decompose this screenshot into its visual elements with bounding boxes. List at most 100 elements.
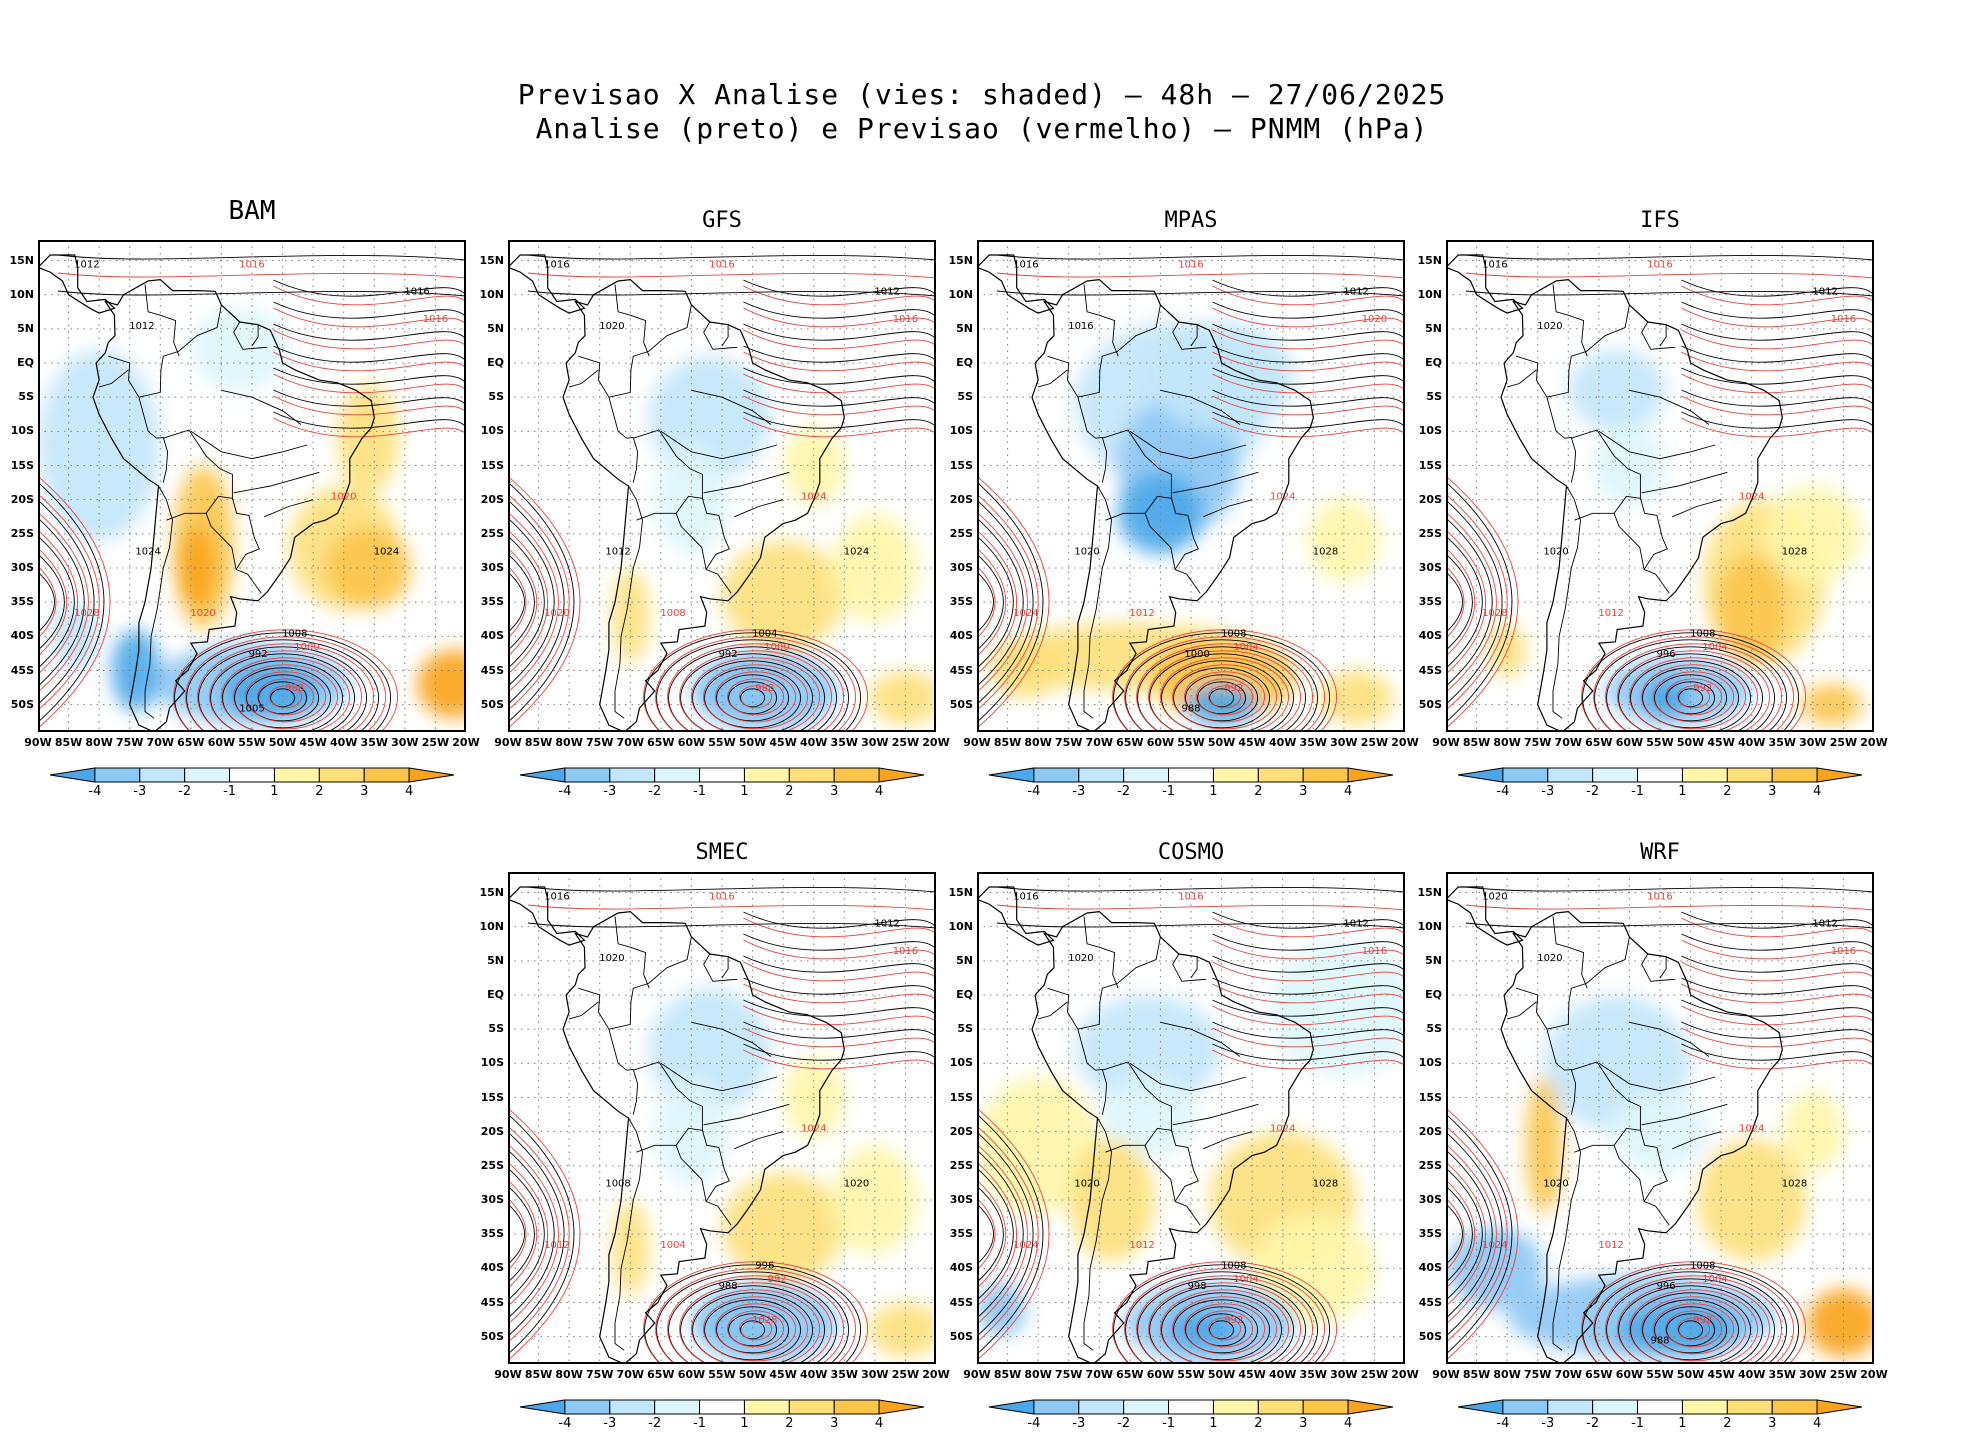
- isobar-label: 1008: [1221, 628, 1246, 639]
- colorbar-swatch: [654, 1399, 701, 1415]
- colorbar-swatch: [699, 1399, 745, 1415]
- isobar-label: 1028: [1313, 1178, 1338, 1189]
- colorbar-label: -4: [1496, 1416, 1510, 1431]
- lon-tick-label: 55W: [1177, 736, 1205, 749]
- lat-tick-label: 50S: [10, 697, 34, 711]
- isobar-label: 1012: [544, 1240, 569, 1251]
- lon-tick-label: 85W: [993, 1368, 1022, 1381]
- lon-tick-label: 90W: [1432, 1368, 1460, 1381]
- colorbar-label: 3: [1299, 1416, 1308, 1431]
- isobar-label: 1020: [1537, 953, 1562, 964]
- isobars: [508, 886, 936, 1364]
- colorbar-label: -2: [178, 784, 192, 799]
- isobar-label: 1012: [1598, 1240, 1623, 1251]
- isobar-label: 988: [285, 683, 304, 694]
- isobar-label: 1008: [1221, 1260, 1246, 1271]
- lat-tick-label: 40S: [10, 629, 34, 643]
- lon-tick-label: 50W: [1676, 736, 1705, 749]
- isobar-label: 1020: [190, 608, 215, 619]
- isobar-label: 1000: [764, 642, 789, 653]
- isobar-label: 1020: [1543, 546, 1568, 557]
- isobar-label: 1016: [404, 287, 429, 298]
- coastlines: [508, 254, 845, 732]
- isobar-label: 988: [755, 683, 774, 694]
- lat-tick-label: 35S: [1418, 1227, 1442, 1241]
- lat-tick-label: 25S: [10, 526, 34, 540]
- lat-tick-label: 50S: [949, 1329, 973, 1343]
- isobar-label: 1004: [1702, 642, 1727, 653]
- isobar-label: 1004: [1233, 642, 1258, 653]
- isobar-label: 1020: [331, 492, 356, 503]
- lat-tick-label: 35S: [480, 595, 504, 609]
- lon-tick-label: 50W: [268, 736, 297, 749]
- lon-tick-label: 55W: [238, 736, 266, 749]
- colorbar-label: -2: [648, 784, 662, 799]
- lat-tick-label: 30S: [949, 1193, 973, 1206]
- isobar-label: 1024: [1739, 492, 1764, 503]
- lon-tick-label: 50W: [1676, 1368, 1705, 1381]
- panel-title: BAM: [228, 196, 276, 226]
- isobar-label: 1004: [1702, 1274, 1727, 1285]
- isobar-label: 1024: [135, 546, 160, 557]
- colorbar-label: -1: [1631, 784, 1645, 799]
- isobar-label: 1016: [893, 946, 918, 957]
- lat-tick-label: 45S: [1418, 1295, 1442, 1309]
- colorbar-swatch: [988, 1399, 1035, 1415]
- isobar-label: 1024: [1482, 1240, 1507, 1251]
- colorbar-label: -1: [1162, 784, 1176, 799]
- isobar-label: 1012: [1343, 287, 1368, 298]
- lat-tick-label: 35S: [1418, 595, 1442, 609]
- isobar-label: 1008: [1690, 628, 1715, 639]
- isobar-label: 1020: [1362, 314, 1387, 325]
- isobar-label: 1024: [1013, 608, 1038, 619]
- colorbar-label: 2: [315, 784, 324, 799]
- lat-tick-label: 50S: [1418, 1329, 1442, 1343]
- isobar-label: 1020: [844, 1178, 869, 1189]
- lat-tick-label: 5N: [17, 321, 34, 335]
- isobar-label: 996: [1657, 1281, 1676, 1292]
- colorbar-swatch: [609, 767, 656, 783]
- lon-tick-label: 65W: [1585, 1368, 1613, 1381]
- lon-tick-label: 70W: [1554, 1368, 1582, 1381]
- colorbar: [988, 1399, 1394, 1415]
- lon-tick-label: 35W: [830, 736, 858, 749]
- colorbar-swatch: [1078, 767, 1125, 783]
- colorbar-label: -3: [1541, 1416, 1555, 1431]
- colorbar-swatch: [1726, 1399, 1773, 1415]
- lon-tick-label: 70W: [616, 1368, 644, 1381]
- colorbar-swatch: [1726, 767, 1773, 783]
- isobar-label: 1016: [1362, 946, 1387, 957]
- lon-tick-label: 60W: [677, 736, 706, 749]
- lon-tick-label: 70W: [1085, 1368, 1113, 1381]
- lat-tick-label: 20S: [949, 1124, 973, 1138]
- colorbar-label: -1: [223, 784, 237, 799]
- lon-tick-label: 60W: [1146, 736, 1175, 749]
- lon-tick-label: 90W: [1432, 736, 1460, 749]
- lon-tick-label: 20W: [922, 736, 950, 749]
- lon-tick-label: 80W: [555, 736, 583, 749]
- lon-tick-label: 55W: [708, 1368, 736, 1381]
- isobar-label: 1012: [1812, 287, 1837, 298]
- isobar-label: 1012: [129, 321, 154, 332]
- colorbar-label: 1: [270, 784, 279, 799]
- lon-tick-label: 30W: [1330, 736, 1358, 749]
- lon-tick-label: 20W: [1860, 1368, 1888, 1381]
- lat-tick-label: 35S: [480, 1227, 504, 1241]
- isobar-label: 1012: [1129, 608, 1154, 619]
- isobar-label: 1004: [752, 628, 777, 639]
- isobar-label: 1028: [74, 608, 99, 619]
- coastlines: [977, 254, 1314, 732]
- isobar-label: 1020: [599, 953, 624, 964]
- lat-tick-label: 20S: [480, 492, 504, 506]
- colorbar-swatch: [229, 767, 275, 783]
- isobar-label: 1020: [1074, 1178, 1099, 1189]
- isobar-label: 1028: [1782, 546, 1807, 557]
- colorbar-label: 4: [1343, 1416, 1353, 1431]
- lon-tick-label: 65W: [1116, 736, 1144, 749]
- lon-tick-label: 65W: [1116, 1368, 1144, 1381]
- colorbar-label: -2: [1586, 1416, 1600, 1431]
- isobar-label: 992: [1224, 1315, 1243, 1326]
- isobar-label: 1016: [239, 259, 264, 270]
- colorbar-swatch: [139, 767, 186, 783]
- lat-tick-label: 15N: [9, 253, 34, 267]
